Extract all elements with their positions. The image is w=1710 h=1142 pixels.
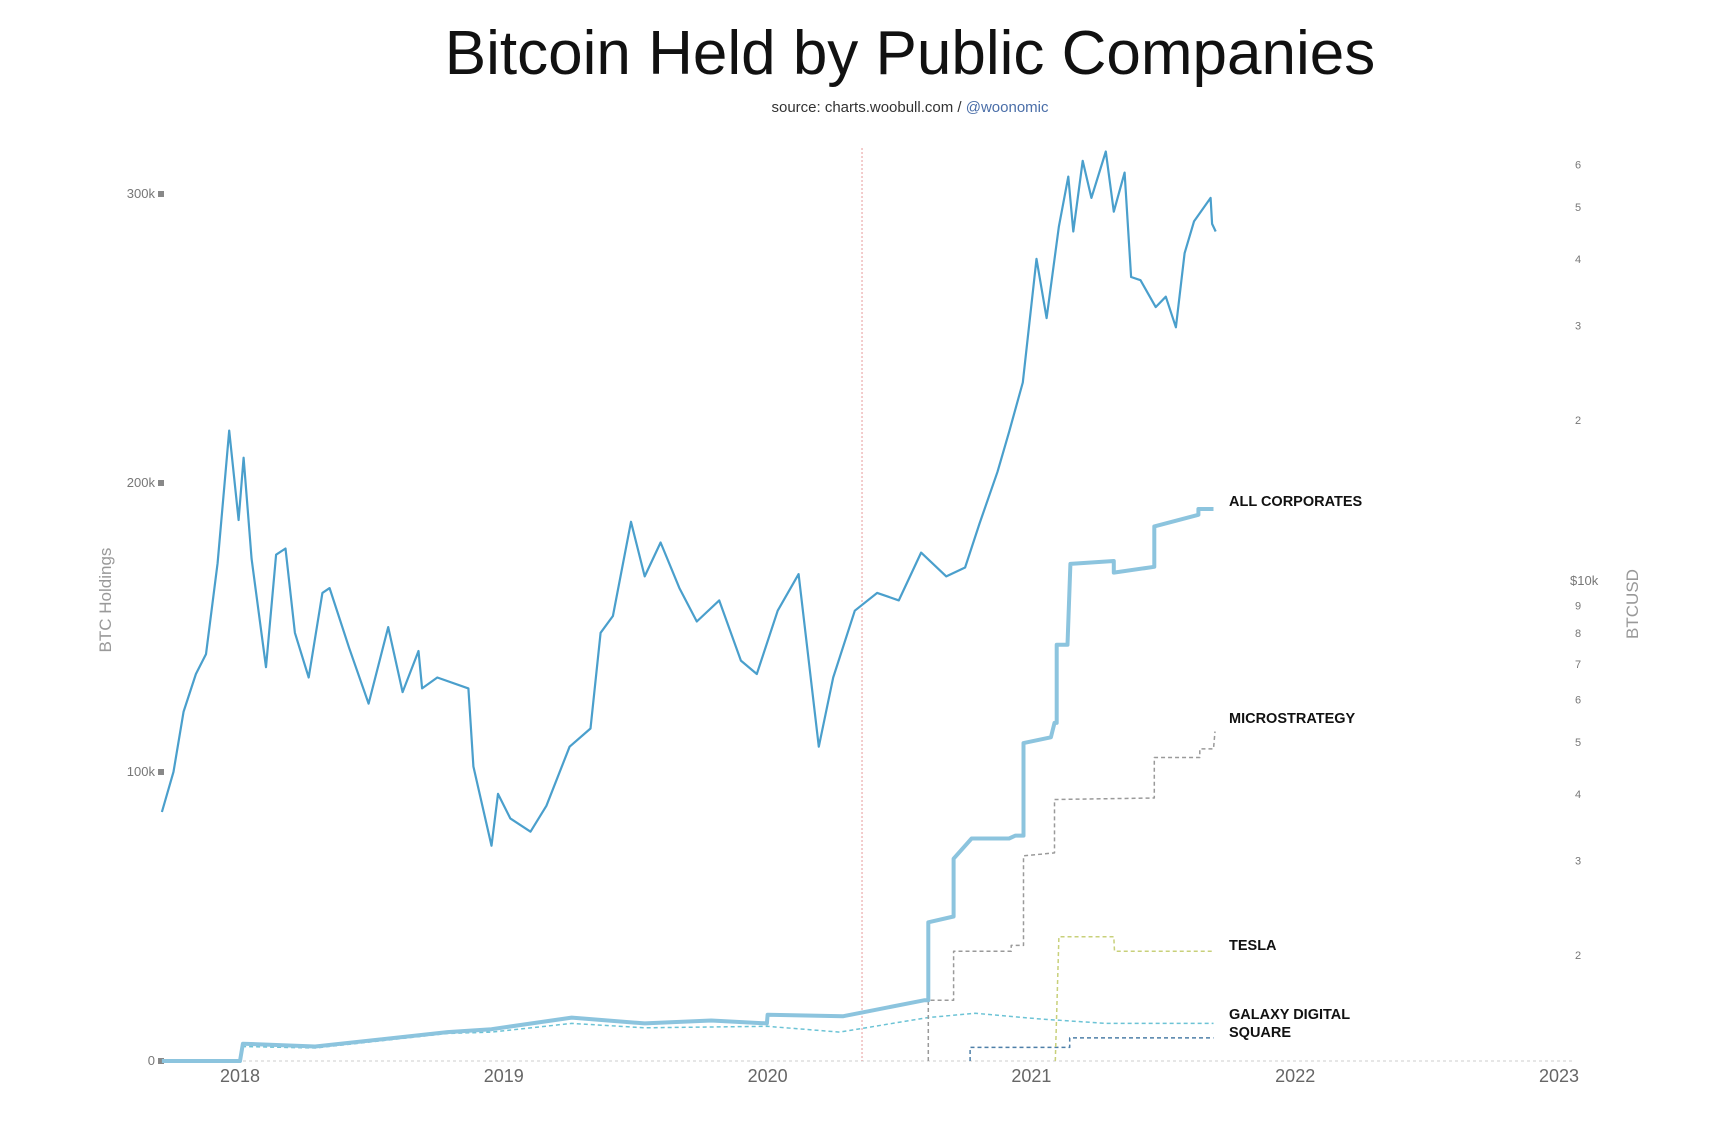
x-tick-label: 2018 xyxy=(220,1066,260,1086)
y-axis-title: BTC Holdings xyxy=(96,548,115,653)
x-tick-label: 2021 xyxy=(1011,1066,1051,1086)
chart-title: Bitcoin Held by Public Companies xyxy=(444,19,1376,88)
square-series-line xyxy=(969,1037,1214,1061)
y-tick-mark xyxy=(158,480,164,486)
y2-axis-title: BTCUSD xyxy=(1623,569,1642,639)
mstr-series-label: MICROSTRATEGY xyxy=(1229,711,1356,727)
square-series-label: SQUARE xyxy=(1229,1025,1291,1041)
y-tick-mark xyxy=(158,191,164,197)
y-tick-label: 0 xyxy=(148,1053,155,1068)
y2-tick-label: 4 xyxy=(1575,254,1581,266)
source-text: source: charts.woobull.com / xyxy=(771,99,962,116)
y-tick-label: 100k xyxy=(127,764,156,779)
all-series-line xyxy=(161,507,1214,1063)
x-tick-label: 2023 xyxy=(1539,1066,1579,1086)
all-series-label: ALL CORPORATES xyxy=(1229,494,1363,510)
y2-tick-label: 3 xyxy=(1575,856,1581,868)
y-tick-label: 300k xyxy=(127,186,156,201)
mstr-series-line xyxy=(927,731,1216,1061)
y2-tick-label: 9 xyxy=(1575,600,1581,612)
y-tick-mark xyxy=(158,769,164,775)
y-tick-label: 200k xyxy=(127,475,156,490)
galaxy-series-line xyxy=(239,1012,1214,1062)
y2-tick-label: 5 xyxy=(1575,737,1581,749)
x-tick-label: 2019 xyxy=(484,1066,524,1086)
y2-tick-label: 8 xyxy=(1575,628,1581,640)
y2-tick-label: 5 xyxy=(1575,202,1581,214)
x-tick-label: 2022 xyxy=(1275,1066,1315,1086)
x-tick-label: 2020 xyxy=(748,1066,788,1086)
y2-tick-label: 2 xyxy=(1575,415,1581,427)
chart-subtitle: source: charts.woobull.com / @woonomic xyxy=(0,99,1710,116)
y2-tick-label: 2 xyxy=(1575,950,1581,962)
author-link[interactable]: @woonomic xyxy=(965,99,1049,116)
y2-tick-label: 4 xyxy=(1575,789,1581,801)
y2-tick-label: 7 xyxy=(1575,659,1581,671)
y2-tick-label: $10k xyxy=(1570,573,1599,588)
y2-tick-label: 6 xyxy=(1575,160,1581,172)
galaxy-series-label: GALAXY DIGITAL xyxy=(1229,1007,1350,1023)
y2-tick-label: 3 xyxy=(1575,321,1581,333)
y-tick-mark xyxy=(158,1058,164,1064)
tesla-series-label: TESLA xyxy=(1229,938,1277,954)
price-series-line xyxy=(160,150,1217,847)
tesla-series-line xyxy=(1054,935,1214,1062)
y2-tick-label: 6 xyxy=(1575,695,1581,707)
